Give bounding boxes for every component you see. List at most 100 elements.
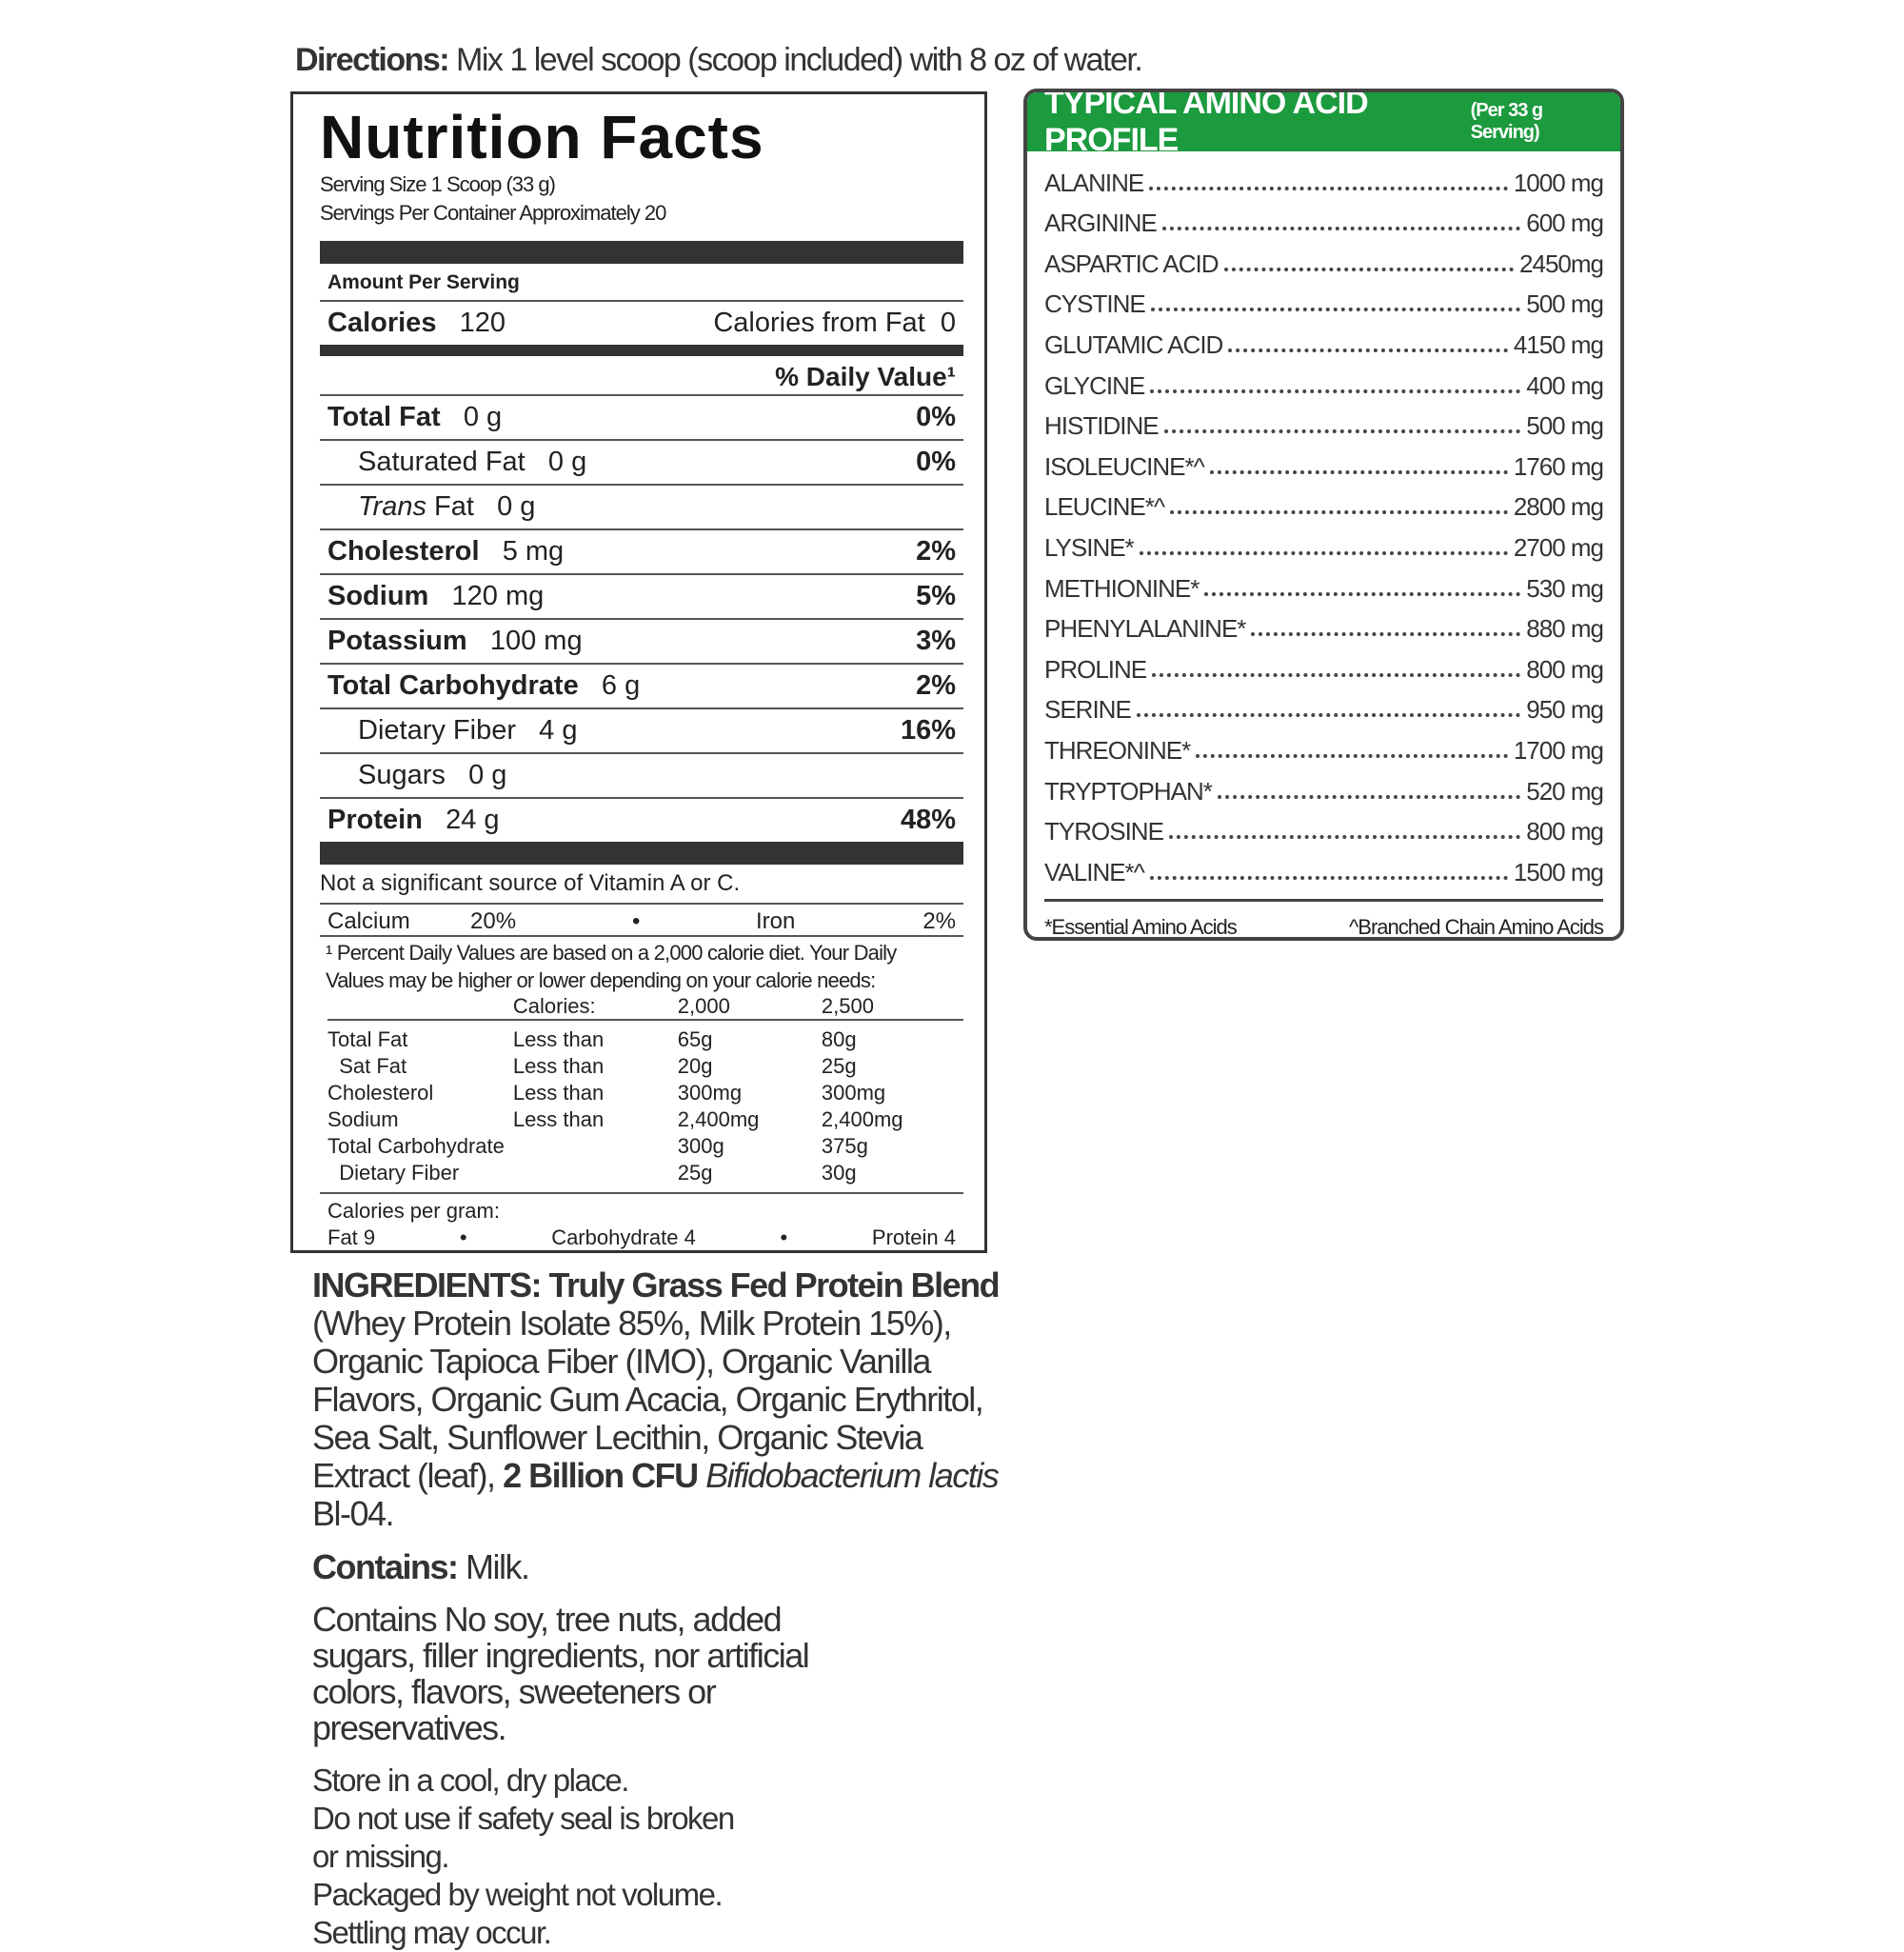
- amino-name: LEUCINE*^: [1044, 492, 1165, 522]
- dv-table-cell: Total Carbohydrate: [327, 1134, 505, 1158]
- amino-amount: 1000 mg: [1513, 168, 1604, 197]
- amino-row: ISOLEUCINE*^ 1760 mg: [1027, 441, 1620, 482]
- amino-name: METHIONINE*: [1044, 573, 1200, 603]
- dot-leader: [1136, 713, 1521, 718]
- amino-amount: 600 mg: [1526, 209, 1604, 238]
- dv-table-cell: 300mg: [821, 1081, 886, 1105]
- amino-name: HISTIDINE: [1044, 411, 1160, 441]
- nutrient-name: Protein: [327, 805, 423, 835]
- nutrient-dv: 16%: [900, 715, 956, 746]
- protein-per-gram: Protein 4: [871, 1225, 956, 1249]
- amino-amount: 500 mg: [1526, 289, 1604, 319]
- dot-leader: [1161, 227, 1521, 231]
- directions-text: Mix 1 level scoop (scoop included) with …: [456, 42, 1143, 78]
- amino-amount: 2800 mg: [1513, 492, 1604, 522]
- amino-amount: 1760 mg: [1513, 451, 1604, 481]
- nutrient-dv: 2%: [916, 536, 956, 567]
- calories-value: 120: [459, 308, 506, 338]
- dot-leader: [1152, 672, 1521, 677]
- cal-per-gram-label: Calories per gram:: [327, 1199, 500, 1223]
- nutrient-amount: 24 g: [446, 805, 500, 835]
- bullet: •: [780, 1225, 788, 1249]
- nutrition-facts-panel: Nutrition Facts Serving Size 1 Scoop (33…: [290, 91, 987, 1253]
- calories-from-fat: Calories from Fat 0: [713, 308, 956, 338]
- dv-table-cell: Less than: [512, 1081, 605, 1105]
- nutrient-amount: 100 mg: [489, 626, 583, 656]
- dot-leader: [1149, 875, 1508, 880]
- storage-note: Store in a cool, dry place.: [312, 1763, 629, 1798]
- amino-row: HISTIDINE 500 mg: [1027, 401, 1620, 442]
- amino-row: PHENYLALANINE* 880 mg: [1027, 604, 1620, 645]
- nutrient-row: Sodium 120 mg 5%: [320, 573, 963, 618]
- dv-table-row: Total Carbohydrate 300g 375g: [327, 1133, 963, 1160]
- serving-size: Serving Size 1 Scoop (33 g): [320, 172, 556, 196]
- nutrient-amount: 0 g: [463, 402, 503, 432]
- nutrient-amount: 0 g: [468, 760, 507, 790]
- amino-amount: 2700 mg: [1513, 532, 1604, 562]
- nutrient-row: Protein 24 g 48%: [320, 797, 963, 842]
- dv-table-row: Sodium Less than 2,400mg 2,400mg: [327, 1106, 963, 1133]
- nutrient-row: Sugars 0 g: [320, 752, 963, 797]
- dv-table-cell: Less than: [512, 1054, 605, 1078]
- nutrient-amount: 6 g: [601, 670, 641, 701]
- amino-row: SERINE 950 mg: [1027, 685, 1620, 726]
- amino-row: GLYCINE 400 mg: [1027, 360, 1620, 401]
- dot-leader: [1196, 753, 1508, 758]
- divider-thick: [320, 241, 963, 264]
- nutrient-row: Dietary Fiber 4 g 16%: [320, 707, 963, 752]
- dv-footnote: ¹ Percent Daily Values are based on a 2,…: [326, 941, 897, 992]
- amino-amount: 2450mg: [1519, 249, 1604, 278]
- nutrient-dv: 2%: [916, 670, 956, 701]
- iron-label: Iron: [756, 908, 796, 934]
- dv-table-cell: 25g: [677, 1161, 713, 1185]
- divider-medium: [320, 345, 963, 356]
- nutrient-row: Trans Fat 0 g: [320, 484, 963, 528]
- dv-table-cell: Cholesterol: [327, 1081, 434, 1105]
- nutrient-dv: 0%: [916, 402, 956, 432]
- amino-name: PHENYLALANINE*: [1044, 614, 1246, 644]
- amino-row: ASPARTIC ACID 2450mg: [1027, 238, 1620, 279]
- dv-table-cell: 25g: [821, 1054, 857, 1078]
- amino-name: LYSINE*: [1044, 532, 1135, 562]
- amino-amount: 4150 mg: [1513, 329, 1604, 359]
- nutrient-amount: 5 mg: [502, 536, 565, 567]
- nutrient-amount: 0 g: [547, 447, 587, 477]
- amino-footnotes: *Essential Amino Acids ^Branched Chain Am…: [1044, 898, 1604, 939]
- nutrition-title: Nutrition Facts: [320, 103, 764, 171]
- dv-table-row: Total Fat Less than 65g 80g: [327, 1026, 963, 1053]
- dv-table-cell: 2,400mg: [821, 1107, 903, 1131]
- iron-dv: 2%: [922, 908, 956, 934]
- nutrient-dv: 3%: [916, 626, 956, 656]
- amino-amount: 800 mg: [1526, 654, 1604, 684]
- ingredients-text: (Whey Protein Isolate 85%, Milk Protein …: [312, 1304, 984, 1495]
- dv-table-cell: Sodium: [327, 1107, 399, 1131]
- nutrient-name: Total Fat: [327, 402, 441, 432]
- dot-leader: [1149, 186, 1508, 190]
- bcaa-footnote: ^Branched Chain Amino Acids: [1348, 914, 1604, 939]
- nutrient-name: Dietary Fiber: [358, 715, 516, 746]
- dv-table-cell: 20g: [677, 1054, 713, 1078]
- dot-leader: [1150, 308, 1521, 312]
- amino-header: TYPICAL AMINO ACID PROFILE (Per 33 g Serv…: [1027, 92, 1620, 158]
- amino-title: TYPICAL AMINO ACID PROFILE: [1044, 89, 1369, 158]
- amino-row: VALINE*^ 1500 mg: [1027, 847, 1620, 887]
- dv-table-cell: Dietary Fiber: [327, 1161, 460, 1185]
- amino-name: THREONINE*: [1044, 735, 1191, 765]
- dv-table-cell: Calories:: [512, 994, 596, 1018]
- nutrient-rows: Total Fat 0 g 0% Saturated Fat 0 g 0% Trans …: [320, 394, 963, 842]
- amount-per-serving: Amount Per Serving: [327, 271, 520, 293]
- amino-row: TRYPTOPHAN* 520 mg: [1027, 766, 1620, 807]
- dv-table-cell: 300g: [677, 1134, 724, 1158]
- amino-name: ALANINE: [1044, 168, 1144, 197]
- storage-note: Packaged by weight not volume.: [312, 1877, 724, 1912]
- nutrient-name: Sodium: [327, 581, 429, 611]
- amino-name: VALINE*^: [1044, 857, 1145, 886]
- ingredients-blend: Truly Grass Fed Protein Blend: [548, 1265, 1001, 1305]
- dv-table-cell: 65g: [677, 1027, 713, 1051]
- dot-leader: [1204, 591, 1521, 596]
- calories-row: Calories 120 Calories from Fat 0: [320, 300, 963, 345]
- amino-row: TYROSINE 800 mg: [1027, 807, 1620, 847]
- dv-table-cell: Total Fat: [327, 1027, 408, 1051]
- calcium-label: Calcium: [327, 908, 410, 934]
- bullet: •: [459, 1225, 467, 1249]
